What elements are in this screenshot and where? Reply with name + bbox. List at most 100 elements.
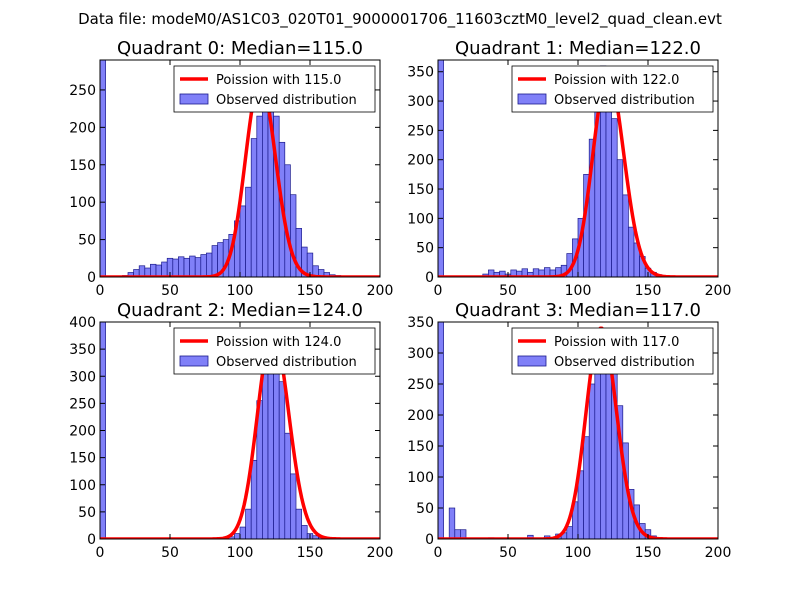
poisson-curve xyxy=(100,79,380,277)
x-tick-label: 0 xyxy=(96,283,105,299)
histogram-bar xyxy=(172,258,179,277)
subplot-quadrant-2: 0 50 100 150 200 0 50 100 150 200 250 300 350 400 Quad… xyxy=(69,300,393,561)
histogram-bar xyxy=(206,252,213,277)
x-tick-label: 100 xyxy=(565,283,592,299)
legend-label-observed: Observed distribution xyxy=(216,355,357,370)
histogram-bar xyxy=(438,322,444,539)
y-tick-label: 100 xyxy=(69,195,96,211)
legend-label-curve: Poission with 115.0 xyxy=(216,73,341,88)
histogram-bar xyxy=(194,257,202,277)
x-tick-label: 0 xyxy=(434,283,443,299)
histogram-bar xyxy=(284,432,291,539)
legend-bar-swatch xyxy=(517,93,547,105)
histogram-bar xyxy=(290,473,297,539)
legend-label-observed: Observed distribution xyxy=(554,355,695,370)
figure-suptitle: Data file: modeM0/AS1C03_020T01_90000017… xyxy=(78,10,722,29)
legend: Poission with 122.0 Observed distribution xyxy=(511,65,714,113)
legend: Poission with 115.0 Observed distribution xyxy=(173,65,376,113)
y-tick-label: 200 xyxy=(407,153,434,169)
histogram-bar xyxy=(189,255,196,277)
histogram-bar xyxy=(611,118,618,277)
legend-label-observed: Observed distribution xyxy=(216,93,357,108)
histogram-bar xyxy=(250,459,258,539)
x-tick-label: 50 xyxy=(161,545,179,561)
subplot-title: Quadrant 2: Median=124.0 xyxy=(117,300,363,321)
subplot-title: Quadrant 1: Median=122.0 xyxy=(455,38,701,59)
y-tick-label: 0 xyxy=(425,270,434,286)
subplot-title: Quadrant 0: Median=115.0 xyxy=(117,38,363,59)
legend-bar-swatch xyxy=(179,93,209,105)
histogram-bar xyxy=(301,525,308,539)
y-tick-label: 50 xyxy=(78,233,96,249)
legend: Poission with 124.0 Observed distribution xyxy=(173,327,376,375)
legend-bar-swatch xyxy=(179,355,209,367)
y-tick-label: 100 xyxy=(69,478,96,494)
subplot-quadrant-0: 0 50 100 150 200 0 50 100 150 200 250 Quadrant 0: M… xyxy=(69,38,393,299)
histogram-bar xyxy=(273,346,280,539)
legend: Poission with 117.0 Observed distribution xyxy=(511,327,714,375)
y-tick-label: 0 xyxy=(87,532,96,548)
plot-area xyxy=(438,322,718,539)
x-tick-label: 150 xyxy=(297,283,324,299)
histogram-bar xyxy=(245,508,252,539)
legend-label-observed: Observed distribution xyxy=(554,93,695,108)
y-tick-label: 300 xyxy=(407,346,434,362)
y-tick-label: 0 xyxy=(425,532,434,548)
legend-bar-swatch xyxy=(517,355,547,367)
y-tick-label: 50 xyxy=(416,501,434,517)
histogram-bar xyxy=(295,508,302,539)
y-tick-label: 350 xyxy=(407,65,434,81)
histogram-bar xyxy=(211,245,218,277)
x-tick-label: 50 xyxy=(161,283,179,299)
histogram-bar xyxy=(616,159,624,277)
y-tick-label: 150 xyxy=(69,158,96,174)
x-tick-label: 100 xyxy=(565,545,592,561)
y-tick-label: 150 xyxy=(407,182,434,198)
histogram-bar xyxy=(161,261,168,277)
histogram-bar xyxy=(448,507,456,539)
x-tick-label: 150 xyxy=(635,545,662,561)
x-tick-label: 0 xyxy=(434,545,443,561)
histogram-bar xyxy=(622,194,629,277)
histogram-bar xyxy=(588,383,596,539)
histogram-bar xyxy=(250,138,258,277)
y-tick-label: 250 xyxy=(407,123,434,139)
x-tick-label: 0 xyxy=(96,545,105,561)
subplot-title: Quadrant 3: Median=117.0 xyxy=(455,300,701,321)
legend-label-curve: Poission with 117.0 xyxy=(554,335,679,350)
histogram-bar xyxy=(183,257,190,277)
y-tick-label: 250 xyxy=(407,377,434,393)
histogram-bar xyxy=(239,526,246,539)
subplot-quadrant-1: 0 50 100 150 200 0 50 100 150 200 250 300 350 Quadran… xyxy=(407,38,731,299)
x-tick-label: 50 xyxy=(499,545,517,561)
x-tick-label: 150 xyxy=(297,545,324,561)
x-tick-label: 200 xyxy=(367,283,394,299)
y-tick-label: 350 xyxy=(407,315,434,331)
x-tick-label: 200 xyxy=(367,545,394,561)
y-tick-label: 350 xyxy=(69,342,96,358)
histogram-bar xyxy=(178,256,185,277)
histogram-bar xyxy=(438,60,444,277)
histogram-bar xyxy=(583,436,590,539)
x-tick-label: 100 xyxy=(227,545,254,561)
y-tick-label: 150 xyxy=(407,439,434,455)
y-tick-label: 50 xyxy=(416,241,434,257)
x-tick-label: 200 xyxy=(705,545,732,561)
y-tick-label: 0 xyxy=(87,270,96,286)
y-tick-label: 250 xyxy=(69,396,96,412)
x-tick-label: 150 xyxy=(635,283,662,299)
histogram-bar xyxy=(150,263,157,277)
y-tick-label: 300 xyxy=(407,94,434,110)
subplot-quadrant-3: 0 50 100 150 200 0 50 100 150 200 250 300 350 Quadran… xyxy=(407,300,731,561)
histogram-bar xyxy=(628,226,635,277)
legend-label-curve: Poission with 124.0 xyxy=(216,335,341,350)
y-tick-label: 100 xyxy=(407,470,434,486)
histogram-bar xyxy=(566,526,573,539)
y-tick-label: 200 xyxy=(69,120,96,136)
y-tick-label: 300 xyxy=(69,369,96,385)
y-tick-label: 250 xyxy=(69,83,96,99)
subplots-grid: 0 50 100 150 200 0 50 100 150 200 250 Quadrant 0: M… xyxy=(69,38,731,561)
x-tick-label: 100 xyxy=(227,283,254,299)
histogram-bar xyxy=(234,533,241,539)
